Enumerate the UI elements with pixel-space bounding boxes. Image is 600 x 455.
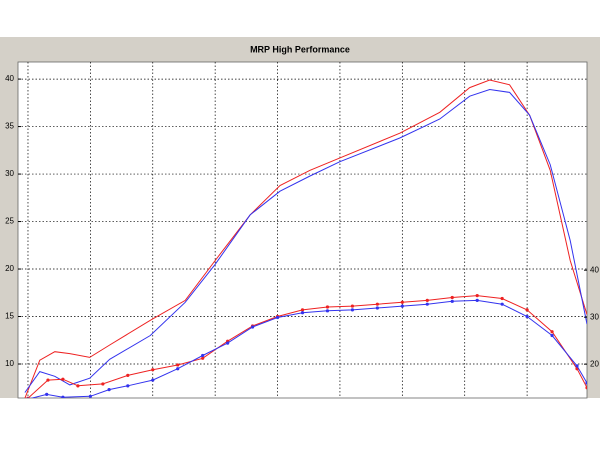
- data-point: [26, 397, 30, 398]
- data-point: [550, 333, 554, 338]
- data-point: [375, 306, 379, 310]
- chart-title: MRP High Performance: [250, 44, 350, 54]
- series-line: [24, 79, 587, 398]
- data-point: [350, 304, 355, 308]
- data-point: [425, 302, 429, 306]
- data-point: [500, 296, 504, 301]
- data-point: [250, 325, 255, 329]
- data-point: [475, 294, 479, 298]
- y2-tick-label: 30: [590, 312, 599, 321]
- data-point: [45, 392, 49, 396]
- data-point: [201, 356, 205, 360]
- data-point: [107, 388, 111, 392]
- y-tick-label: 10: [5, 359, 14, 368]
- y-tick-label: 15: [5, 312, 14, 321]
- data-point: [76, 384, 80, 388]
- data-point: [275, 315, 280, 320]
- data-point: [126, 373, 130, 377]
- data-point: [26, 396, 30, 398]
- y-tick-label: 40: [5, 74, 14, 83]
- data-point: [201, 353, 205, 358]
- data-point: [400, 300, 404, 304]
- series-line: [24, 88, 587, 393]
- y-tick-label: 30: [5, 169, 14, 178]
- y-tick-label: 20: [5, 264, 14, 273]
- data-point: [61, 395, 65, 398]
- data-point: [226, 341, 230, 345]
- data-point: [575, 364, 579, 368]
- data-point: [450, 295, 454, 300]
- data-point: [126, 384, 130, 388]
- plot-area: [17, 61, 588, 399]
- y-tick-label: 25: [5, 217, 14, 226]
- y2-tick-label: 20: [590, 359, 599, 368]
- data-point: [88, 394, 92, 398]
- data-point: [425, 298, 429, 302]
- data-point: [61, 377, 65, 381]
- data-point: [325, 305, 330, 309]
- data-point: [46, 378, 50, 382]
- data-point: [475, 298, 479, 302]
- data-point: [375, 302, 379, 306]
- data-point: [176, 363, 180, 367]
- data-point: [585, 381, 587, 385]
- data-point: [325, 309, 330, 313]
- data-point: [176, 367, 180, 371]
- data-point: [550, 330, 554, 334]
- y2-tick-label: 40: [590, 265, 599, 274]
- data-point: [350, 308, 355, 312]
- plot: [18, 62, 587, 398]
- data-point: [300, 311, 305, 315]
- y-tick-label: 35: [5, 122, 14, 131]
- data-point: [400, 304, 404, 308]
- data-point: [585, 386, 587, 390]
- data-point: [450, 299, 454, 303]
- data-point: [151, 378, 155, 382]
- data-point: [151, 368, 155, 372]
- data-point: [300, 308, 305, 312]
- data-point: [500, 302, 504, 306]
- data-point: [525, 314, 529, 319]
- data-point: [101, 382, 105, 386]
- data-point: [525, 308, 529, 312]
